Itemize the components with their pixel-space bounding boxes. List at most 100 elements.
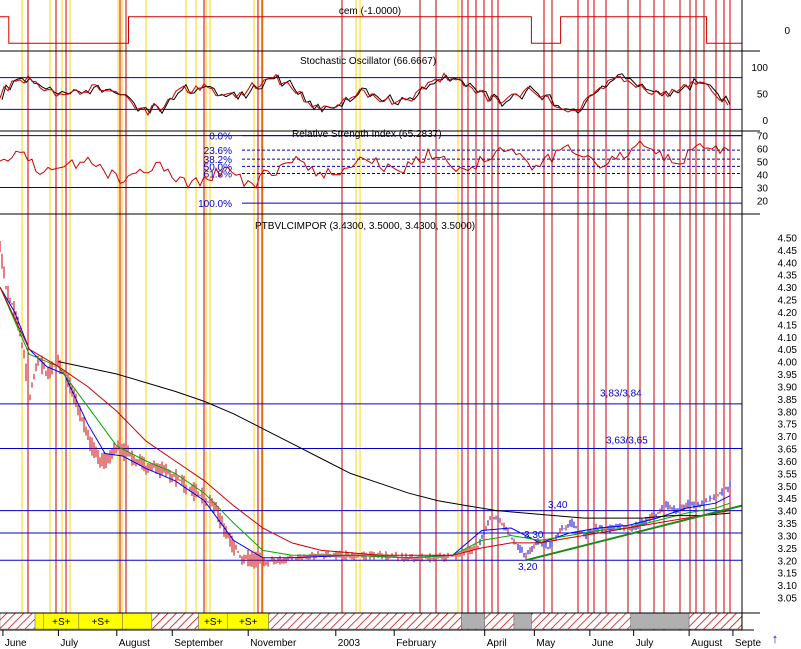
rsi-tick-label: 70 <box>757 132 769 143</box>
price-tick-label: 4.30 <box>778 283 798 294</box>
panel-frames <box>0 0 760 630</box>
stripe-segment <box>484 612 515 630</box>
stoch-tick-label: 100 <box>751 63 768 74</box>
rsi-tick-label: 40 <box>757 171 769 182</box>
month-label: September <box>174 638 224 649</box>
month-label: February <box>396 638 436 649</box>
stripe-segment <box>688 612 742 630</box>
support-trendline <box>525 504 742 562</box>
time-axis: June July August September November 2003 Febru… <box>0 629 762 649</box>
rsi-fib-label: 61.8% <box>204 170 232 181</box>
rsi-panel: 0.0% 23.6%38.2%50.0%61.8% 100.0% Relative S… <box>0 129 768 210</box>
price-tick-label: 3.25 <box>778 544 798 555</box>
price-tick-label: 3.90 <box>778 382 798 393</box>
stripe-label: +S+ <box>92 617 111 628</box>
month-label: June <box>592 638 614 649</box>
stripe-segment <box>513 612 532 630</box>
stripe-segment <box>268 612 462 630</box>
month-label: July <box>60 638 78 649</box>
price-annotation: 3,63/3,65 <box>606 436 648 447</box>
price-tick-label: 4.00 <box>778 358 798 369</box>
stripe-segment <box>630 612 690 630</box>
cem-line <box>0 16 742 44</box>
cem-title: cem (-1.0000) <box>339 6 401 17</box>
event-lines <box>21 0 731 630</box>
price-tick-label: 4.50 <box>778 233 798 244</box>
price-annotation: 3,30 <box>524 530 544 541</box>
stripe-segment <box>151 612 199 630</box>
price-tick-label: 3.15 <box>778 569 798 580</box>
month-label: May <box>536 638 555 649</box>
month-label: Septe <box>735 638 762 649</box>
price-tick-label: 4.35 <box>778 271 798 282</box>
stoch-tick-label: 0 <box>762 116 768 127</box>
stripe-label: +S+ <box>239 617 258 628</box>
price-tick-label: 4.05 <box>778 345 798 356</box>
price-tick-label: 3.75 <box>778 420 798 431</box>
price-panel: 4.50 4.454.40 4.354.30 4.254.204.15 4.104.05… <box>0 221 797 605</box>
ma-200-line <box>58 361 731 519</box>
stoch-tick-label: 50 <box>757 90 769 101</box>
price-annotation: 3,83/3,84 <box>600 388 642 399</box>
stripe-label: +S+ <box>204 617 223 628</box>
stoch-line <box>0 72 729 117</box>
stripe-segment <box>461 612 485 630</box>
rsi-fib-label: 50.0% <box>204 162 232 173</box>
price-tick-label: 4.20 <box>778 308 798 319</box>
stochastic-panel: Stochastic Oscillator (66.6667) 100 50 0 <box>0 56 768 127</box>
month-label: April <box>487 638 507 649</box>
stripe-segment <box>122 612 153 630</box>
price-tick-label: 3.55 <box>778 469 798 480</box>
cem-panel: cem (-1.0000) 0 <box>0 6 790 44</box>
price-tick-label: 3.50 <box>778 482 798 493</box>
ma-short-line <box>0 286 731 559</box>
rsi-fib-label: 23.6% <box>204 146 232 157</box>
stoch-title: Stochastic Oscillator (66.6667) <box>300 56 436 67</box>
price-tick-label: 4.15 <box>778 320 798 331</box>
rsi-title: Relative Strength Index (65.2837) <box>292 129 442 140</box>
month-label: August <box>691 638 722 649</box>
price-tick-label: 3.95 <box>778 370 798 381</box>
month-label: June <box>5 638 27 649</box>
price-tick-label: 3.10 <box>778 581 798 592</box>
price-title: PTBVLCIMPOR (3.4300, 3.5000, 3.4300, 3.5… <box>255 221 475 232</box>
stripe-label: +S+ <box>52 617 71 628</box>
rsi-tick-label: 60 <box>757 145 769 156</box>
month-label: November <box>250 638 297 649</box>
price-tick-label: 3.30 <box>778 531 798 542</box>
rsi-tick-label: 30 <box>757 184 769 195</box>
price-tick-label: 4.45 <box>778 246 798 257</box>
price-tick-label: 4.40 <box>778 258 798 269</box>
rsi-tick-label: 20 <box>757 197 769 208</box>
price-tick-label: 3.80 <box>778 407 798 418</box>
price-annotation: 3,20 <box>518 562 538 573</box>
price-tick-label: 3.85 <box>778 395 798 406</box>
signal-stripe: +S+ +S+ +S+ +S+ <box>0 612 742 630</box>
price-tick-label: 3.70 <box>778 432 798 443</box>
price-tick-label: 3.60 <box>778 457 798 468</box>
rsi-fib-label: 0.0% <box>209 132 232 143</box>
price-tick-label: 3.45 <box>778 494 798 505</box>
stripe-segment <box>0 612 36 630</box>
month-label: 2003 <box>338 638 361 649</box>
price-tick-label: 4.25 <box>778 296 798 307</box>
rsi-tick-label: 50 <box>757 158 769 169</box>
price-tick-label: 3.35 <box>778 519 798 530</box>
cem-tick-label: 0 <box>784 26 790 37</box>
scroll-up-arrow-icon[interactable]: ↑ <box>771 631 779 646</box>
month-label: August <box>119 638 150 649</box>
rsi-line <box>0 140 729 190</box>
price-tick-label: 3.05 <box>778 594 798 605</box>
stripe-segment <box>531 612 631 630</box>
price-tick-label: 3.40 <box>778 507 798 518</box>
rsi-fib-label: 100.0% <box>198 199 232 210</box>
ma-long-line <box>0 286 731 556</box>
stripe-segment <box>34 612 45 630</box>
price-annotation: 3,40 <box>548 500 568 511</box>
price-tick-label: 3.65 <box>778 445 798 456</box>
price-tick-label: 3.20 <box>778 556 798 567</box>
price-tick-label: 4.10 <box>778 333 798 344</box>
month-label: July <box>636 638 654 649</box>
